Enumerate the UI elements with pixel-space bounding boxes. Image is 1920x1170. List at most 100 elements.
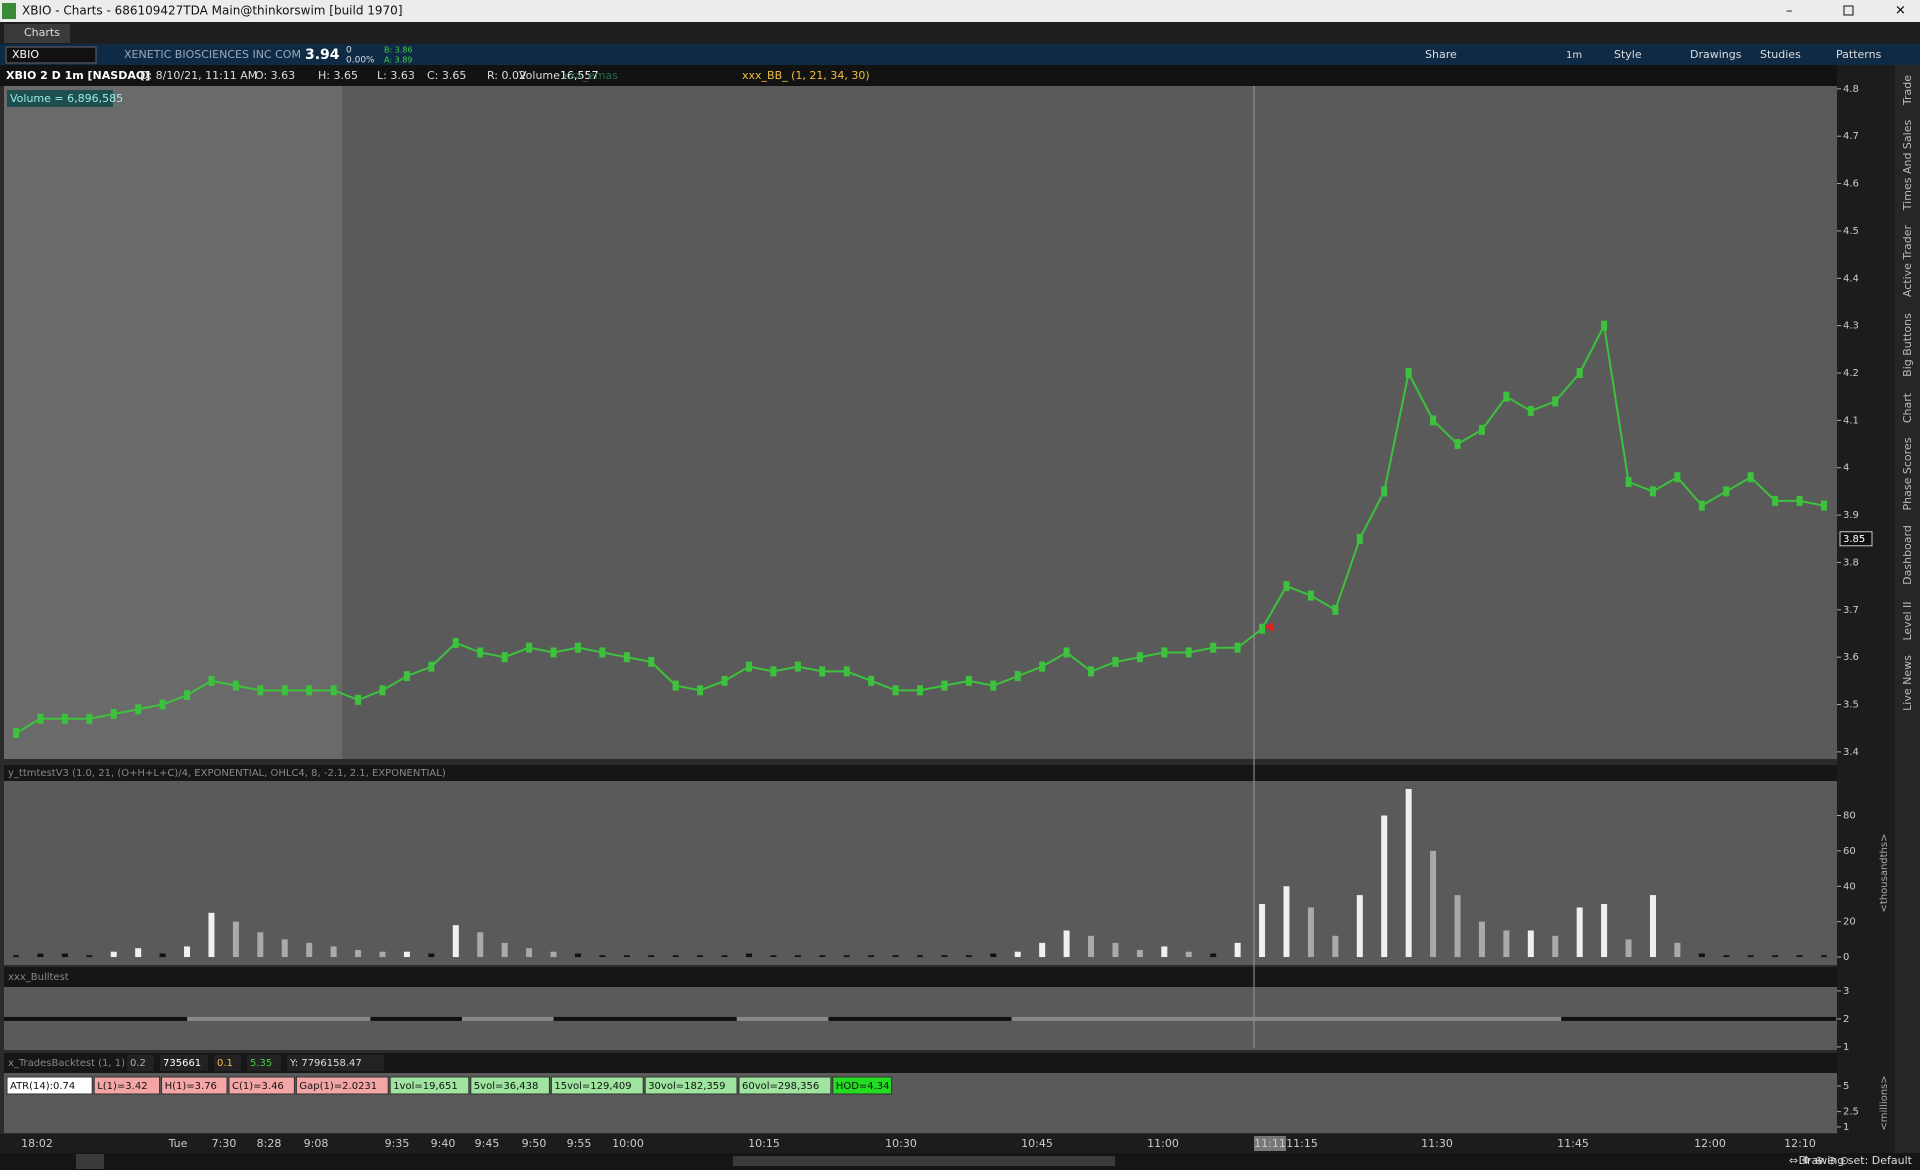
time-label: 9:55: [567, 1137, 592, 1150]
chip-label: HOD=4.34: [836, 1081, 890, 1092]
header-value: 0.2: [130, 1058, 146, 1069]
histogram-bar: [1332, 935, 1339, 958]
timeframe[interactable]: 1m: [1566, 50, 1582, 61]
candle: [819, 666, 826, 677]
bull-segment: [4, 1016, 96, 1021]
side-tab[interactable]: Dashboard: [1901, 525, 1914, 585]
expand-button[interactable]: [76, 1154, 104, 1169]
study-header: [4, 765, 1837, 781]
time-label: 11:30: [1421, 1137, 1453, 1150]
histogram-bar: [1821, 955, 1827, 958]
candle: [1381, 486, 1388, 497]
y-tick-label: 3.4: [1843, 747, 1859, 758]
chip: [389, 1076, 470, 1095]
bull-segment: [370, 1016, 462, 1021]
zoom-controls[interactable]: ⇔ ✥ ⊕ ⊖ ⊙: [1789, 1154, 1849, 1167]
candle: [941, 680, 948, 691]
histogram-bar: [1063, 930, 1070, 958]
side-tab[interactable]: Big Buttons: [1901, 313, 1914, 377]
side-tab[interactable]: Trade: [1901, 75, 1914, 106]
info-item: R: 0.02: [487, 69, 526, 82]
info-bar: [0, 65, 1920, 86]
last-price: 3.94: [305, 47, 340, 63]
header-box: [247, 1055, 281, 1071]
toolbar-button[interactable]: Studies: [1760, 48, 1801, 61]
candle: [37, 713, 44, 724]
candle: [1552, 396, 1559, 407]
candle: [1821, 500, 1827, 511]
candle: [550, 647, 557, 658]
info-item: XBIO 2 D 1m [NASDAQ]: [6, 69, 150, 82]
close[interactable]: ✕: [1895, 4, 1906, 19]
candle: [1405, 368, 1412, 379]
y-tick-label: 4: [1843, 463, 1849, 474]
histogram-bar: [1112, 942, 1119, 958]
side-tab[interactable]: Phase Scores: [1901, 437, 1914, 510]
toolbar-button[interactable]: Patterns: [1836, 48, 1882, 61]
side-tab[interactable]: Times And Sales: [1901, 120, 1914, 212]
chip: [644, 1076, 738, 1095]
symbol-box[interactable]: [5, 46, 97, 64]
histogram-bar: [819, 955, 826, 958]
histogram-bar: [1601, 903, 1608, 958]
cursor-time-bg: [1254, 1136, 1286, 1151]
histogram-bar: [1503, 930, 1510, 958]
chip: [832, 1076, 893, 1095]
histogram-bar: [697, 955, 704, 958]
histogram-bar: [550, 951, 557, 958]
side-tab[interactable]: Active Trader: [1901, 224, 1914, 297]
chip: [550, 1076, 644, 1095]
histogram-bar: [355, 949, 362, 958]
histogram-bar: [721, 955, 728, 958]
y-tick-label: 20: [1843, 917, 1856, 928]
candle: [306, 685, 313, 696]
histogram-bar: [306, 942, 313, 958]
toolbar-button[interactable]: Drawings: [1690, 48, 1742, 61]
candle: [1185, 647, 1192, 658]
chip-label: C(1)=3.46: [232, 1081, 284, 1092]
minimize[interactable]: –: [1786, 4, 1793, 19]
histogram-bar: [1552, 935, 1559, 958]
side-tab[interactable]: Live News: [1901, 655, 1914, 711]
info-item: xxx_BB_ (1, 21, 34, 30): [742, 69, 870, 82]
info-item: L: 3.63: [377, 69, 415, 82]
candle: [330, 685, 337, 696]
candle: [868, 675, 875, 686]
charts-tab[interactable]: [4, 24, 70, 43]
info-item: C: 3.65: [427, 69, 466, 82]
chip-label: 15vol=129,409: [554, 1081, 631, 1092]
time-label: 9:50: [522, 1137, 547, 1150]
toolbar-button[interactable]: Style: [1614, 48, 1642, 61]
y-tick-label: 3.5: [1843, 700, 1859, 711]
charts-tab-label: Charts: [24, 26, 60, 39]
histogram-bar: [1381, 815, 1388, 958]
header-value: 0.1: [217, 1058, 233, 1069]
candle: [13, 727, 19, 738]
candle: [1088, 666, 1095, 677]
toolbar-button[interactable]: Share: [1425, 48, 1457, 61]
scrollbar[interactable]: [733, 1156, 1115, 1166]
histogram-bar: [843, 955, 850, 958]
time-label: 9:35: [385, 1137, 410, 1150]
candle: [697, 685, 704, 696]
side-tab[interactable]: Level II: [1901, 601, 1914, 640]
side-tab[interactable]: Chart: [1901, 392, 1914, 423]
histogram-bar: [868, 955, 875, 958]
histogram-bar: [1454, 895, 1461, 958]
time-label: 9:40: [431, 1137, 456, 1150]
candle: [452, 637, 459, 648]
histogram-bar: [1723, 955, 1730, 958]
candle: [574, 642, 581, 653]
symbol[interactable]: XBIO: [12, 48, 39, 61]
histogram-bar: [1430, 850, 1437, 958]
candle: [281, 685, 288, 696]
maximize[interactable]: [1843, 5, 1854, 16]
time-label: 8:28: [257, 1137, 282, 1150]
candle: [184, 690, 191, 701]
symbol-bar: [0, 44, 1920, 65]
histogram-bar: [1039, 942, 1046, 958]
time-label: 11:15: [1286, 1137, 1318, 1150]
histogram-bar: [1576, 907, 1583, 958]
histogram-bar: [526, 948, 533, 958]
